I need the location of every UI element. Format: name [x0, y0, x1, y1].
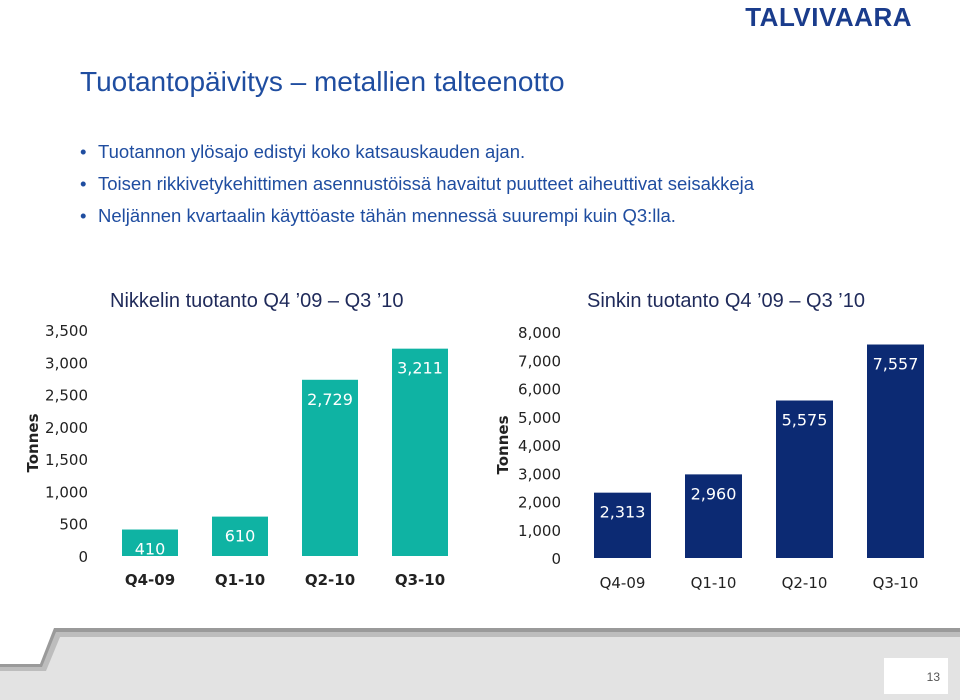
data-label: 410 [135, 540, 166, 559]
slide-title: Tuotantopäivitys – metallien talteenotto [80, 66, 565, 97]
data-label: 5,575 [782, 411, 828, 430]
nickel-chart-title: Nikkelin tuotanto Q4 ’09 – Q3 ’10 [110, 290, 404, 312]
page-number-box [884, 658, 948, 694]
x-tick-label: Q2-10 [305, 571, 355, 589]
y-tick-label: 0 [78, 548, 88, 566]
page-number: 13 [926, 670, 940, 684]
y-tick-label: 1,500 [45, 451, 88, 469]
zinc-chart: 0 1,000 2,000 3,000 4,000 5,000 6,000 7,000 8,00… [494, 324, 924, 592]
data-label: 7,557 [873, 355, 919, 374]
y-tick-label: 2,500 [45, 387, 88, 405]
bar [302, 379, 358, 556]
y-tick-label: 6,000 [518, 381, 561, 399]
bullet-item: Toisen rikkivetykehittimen asennustöissä… [78, 168, 754, 200]
x-tick-label: Q3-10 [395, 571, 445, 589]
y-tick-label: 4,000 [518, 437, 561, 455]
y-tick-label: 500 [59, 516, 88, 534]
data-label: 610 [225, 527, 256, 546]
nickel-chart: 0 500 1,000 1,500 2,000 2,500 3,000 3,500 Tonnes… [24, 322, 448, 589]
y-axis-title: Tonnes [494, 415, 512, 474]
y-tick-label: 1,000 [518, 522, 561, 540]
bar [122, 529, 178, 556]
data-label: 2,960 [691, 484, 737, 503]
y-tick-label: 0 [551, 550, 561, 568]
y-tick-label: 5,000 [518, 409, 561, 427]
bar [685, 474, 742, 558]
company-logo: TALVIVAARA [745, 2, 912, 32]
footer-band-inner [0, 637, 960, 700]
y-tick-label: 7,000 [518, 352, 561, 370]
y-tick-label: 2,000 [518, 494, 561, 512]
zinc-chart-title: Sinkin tuotanto Q4 ’09 – Q3 ’10 [587, 290, 865, 312]
bullet-item: Tuotannon ylösajo edistyi koko katsauska… [78, 136, 754, 168]
x-tick-label: Q4-09 [125, 571, 175, 589]
y-tick-label: 3,000 [45, 354, 88, 372]
bar [776, 400, 833, 558]
x-tick-label: Q4-09 [600, 574, 646, 592]
y-tick-label: 3,500 [45, 322, 88, 340]
y-tick-label: 3,000 [518, 465, 561, 483]
y-tick-label: 8,000 [518, 324, 561, 342]
x-tick-label: Q1-10 [215, 571, 265, 589]
data-label: 2,729 [307, 390, 353, 409]
bar [594, 492, 651, 558]
y-tick-label: 2,000 [45, 419, 88, 437]
y-tick-label: 1,000 [45, 483, 88, 501]
data-label: 3,211 [397, 359, 443, 378]
data-label: 2,313 [600, 503, 646, 522]
y-axis-title: Tonnes [24, 413, 42, 472]
bar [867, 344, 924, 558]
x-tick-label: Q3-10 [873, 574, 919, 592]
x-tick-label: Q2-10 [782, 574, 828, 592]
bullet-item: Neljännen kvartaalin käyttöaste tähän me… [78, 200, 754, 232]
bullet-list: Tuotannon ylösajo edistyi koko katsauska… [78, 136, 754, 232]
x-tick-label: Q1-10 [691, 574, 737, 592]
bar [212, 516, 268, 556]
bar [392, 348, 448, 556]
